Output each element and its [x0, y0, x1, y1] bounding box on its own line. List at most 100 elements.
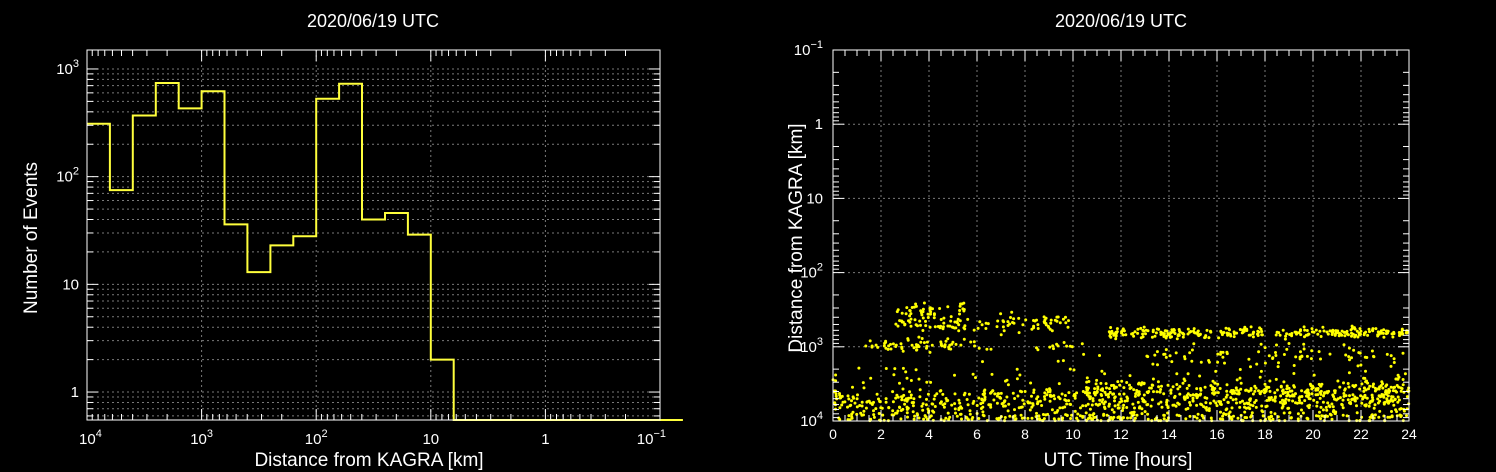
- scatter-point: [1002, 329, 1006, 333]
- scatter-point: [1029, 381, 1033, 385]
- scatter-point: [1063, 405, 1067, 409]
- scatter-point: [1282, 380, 1286, 384]
- scatter-point: [921, 329, 925, 332]
- scatter-point: [1128, 387, 1132, 390]
- scatter-point: [904, 312, 908, 316]
- scatter-point: [1061, 317, 1065, 321]
- scatter-point: [1235, 392, 1239, 396]
- scatter-point: [1325, 408, 1329, 412]
- scatter-point: [1069, 417, 1073, 420]
- scatter-point: [1188, 414, 1192, 418]
- scatter-point: [1171, 403, 1175, 407]
- scatter-point: [950, 403, 954, 407]
- scatter-point: [852, 396, 856, 400]
- scatter-point: [1316, 332, 1320, 336]
- scatter-point: [1347, 355, 1351, 359]
- scatter-point: [1269, 410, 1273, 414]
- scatter-point: [1118, 392, 1121, 396]
- scatter-point: [1397, 331, 1401, 334]
- scatter-point: [954, 342, 958, 346]
- scatter-point: [1085, 393, 1089, 397]
- scatter-point: [965, 398, 969, 401]
- scatter-point: [946, 399, 950, 402]
- scatter-point: [1088, 407, 1092, 411]
- scatter-point: [1376, 401, 1380, 405]
- scatter-point: [1213, 387, 1217, 390]
- scatter-point: [1305, 354, 1309, 358]
- scatter-point: [1285, 387, 1289, 391]
- scatter-point: [1251, 332, 1255, 336]
- scatter-point: [1274, 351, 1277, 354]
- scatter-point: [949, 315, 953, 319]
- scatter-point: [1138, 405, 1142, 409]
- scatter-point: [1333, 412, 1337, 416]
- scatter-point: [1169, 391, 1173, 395]
- scatter-point: [1284, 334, 1288, 338]
- scatter-point: [909, 317, 913, 321]
- scatter-point: [846, 405, 849, 409]
- scatter-point: [1381, 382, 1385, 386]
- scatter-point: [1106, 392, 1110, 396]
- scatter-point: [916, 324, 919, 328]
- scatter-point: [971, 372, 975, 376]
- scatter-point: [989, 391, 992, 395]
- scatter-point: [1392, 386, 1395, 390]
- scatter-point: [884, 367, 888, 370]
- scatter-point: [875, 392, 879, 396]
- scatter-point: [1317, 414, 1321, 418]
- scatter-point: [1013, 397, 1017, 400]
- scatter-point: [1305, 329, 1309, 332]
- scatter-point: [896, 324, 900, 328]
- scatter-point: [933, 325, 937, 329]
- scatter-point: [1219, 350, 1223, 354]
- scatter-point: [1036, 348, 1040, 352]
- scatter-point: [1113, 404, 1117, 408]
- y-tick-label: 102: [800, 262, 823, 282]
- y-tick-label: 103: [56, 58, 79, 78]
- scatter-point: [1300, 408, 1303, 412]
- scatter-point: [1301, 411, 1305, 415]
- scatter-point: [916, 343, 920, 347]
- scatter-point: [1294, 392, 1297, 396]
- scatter-point: [921, 402, 925, 406]
- scatter-point: [1113, 395, 1117, 399]
- scatter-point: [912, 397, 916, 401]
- scatter-point: [1175, 372, 1179, 376]
- scatter-point: [1341, 406, 1345, 410]
- x-tick-label: 10−1: [637, 428, 666, 448]
- scatter-point: [1368, 330, 1371, 334]
- scatter-point: [1254, 405, 1258, 409]
- scatter-point: [1243, 405, 1246, 409]
- scatter-point: [925, 380, 929, 384]
- scatter-point: [1199, 387, 1202, 390]
- scatter-point: [1079, 406, 1082, 410]
- scatter-point: [1216, 391, 1220, 395]
- scatter-point: [911, 410, 915, 414]
- scatter-point: [1289, 416, 1293, 420]
- scatter-point: [1159, 388, 1163, 391]
- scatter-point: [1224, 395, 1228, 399]
- scatter-point: [834, 379, 838, 383]
- scatter-point: [1377, 387, 1380, 391]
- scatter-point: [1249, 365, 1252, 369]
- scatter-point: [1276, 415, 1280, 419]
- scatter-point: [1173, 396, 1176, 399]
- scatter-point: [1356, 335, 1360, 339]
- scatter-point: [1178, 385, 1182, 389]
- scatter-point: [1026, 400, 1030, 404]
- scatter-point: [1314, 328, 1318, 332]
- scatter-point: [1181, 335, 1185, 339]
- scatter-point: [1188, 351, 1192, 355]
- scatter-point: [1133, 394, 1137, 398]
- scatter-point: [1303, 399, 1307, 403]
- scatter-point: [953, 373, 956, 377]
- scatter-point: [1032, 388, 1036, 392]
- scatter-point: [958, 312, 961, 316]
- scatter-point: [1058, 397, 1062, 401]
- scatter-point: [1146, 329, 1150, 333]
- scatter-point: [946, 411, 950, 415]
- scatter-point: [1136, 327, 1140, 331]
- scatter-point: [1122, 403, 1126, 407]
- scatter-point: [1195, 396, 1199, 400]
- scatter-point: [1243, 402, 1246, 406]
